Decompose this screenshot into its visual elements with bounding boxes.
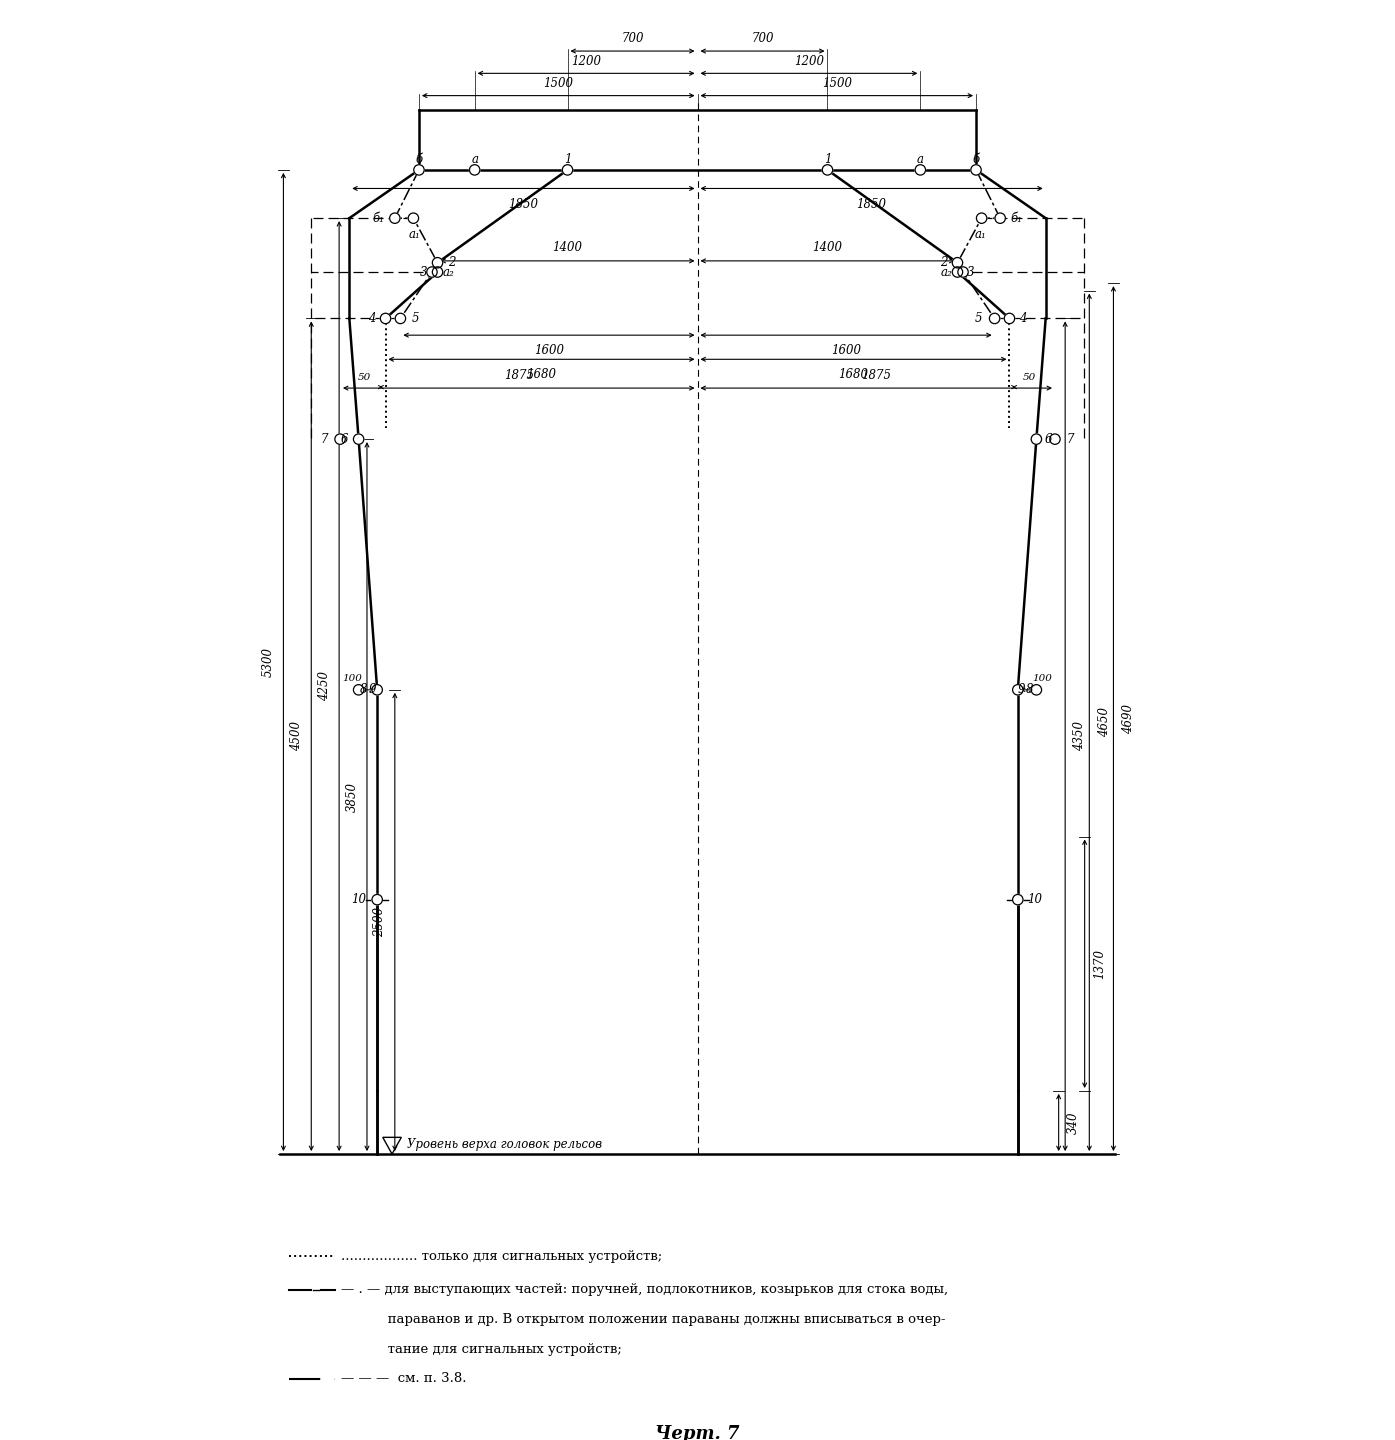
Circle shape (995, 213, 1006, 223)
Text: Черт. 7: Черт. 7 (656, 1426, 739, 1440)
Text: 1370: 1370 (1094, 949, 1106, 979)
Text: 1: 1 (823, 153, 831, 166)
Circle shape (562, 164, 573, 176)
Circle shape (953, 266, 963, 278)
Circle shape (389, 213, 400, 223)
Text: 1680: 1680 (838, 367, 869, 380)
Text: а₂: а₂ (442, 265, 453, 278)
Circle shape (409, 213, 418, 223)
Circle shape (414, 164, 424, 176)
Text: 1680: 1680 (526, 367, 557, 380)
Text: 6: 6 (1045, 432, 1052, 445)
Text: 700: 700 (621, 33, 643, 46)
Circle shape (1050, 433, 1060, 445)
Text: 1875: 1875 (861, 369, 891, 382)
Text: а: а (917, 153, 923, 166)
Text: 1600: 1600 (831, 344, 861, 357)
Circle shape (335, 433, 345, 445)
Text: 10: 10 (1027, 893, 1042, 906)
Circle shape (427, 266, 437, 278)
Text: — — —  см. п. 3.8.: — — — см. п. 3.8. (340, 1372, 466, 1385)
Circle shape (381, 314, 391, 324)
Text: б₁: б₁ (1010, 212, 1023, 225)
Text: 5: 5 (975, 312, 982, 325)
Circle shape (353, 433, 364, 445)
Text: параванов и др. В открытом положении параваны должны вписываться в очер-: параванов и др. В открытом положении пар… (340, 1313, 946, 1326)
Text: 1200: 1200 (794, 55, 824, 68)
Text: б: б (972, 153, 979, 166)
Text: б: б (416, 153, 423, 166)
Text: 1500: 1500 (822, 78, 852, 91)
Text: 4350: 4350 (1074, 721, 1087, 752)
Circle shape (971, 164, 981, 176)
Text: а₂: а₂ (940, 265, 951, 278)
Text: 1850: 1850 (857, 197, 887, 210)
Text: 4690: 4690 (1122, 704, 1134, 733)
Text: 3850: 3850 (346, 782, 359, 812)
Text: 100: 100 (342, 674, 363, 683)
Circle shape (1031, 684, 1042, 696)
Circle shape (976, 213, 986, 223)
Text: 1875: 1875 (504, 369, 534, 382)
Text: 2: 2 (940, 256, 947, 269)
Circle shape (353, 684, 364, 696)
Text: 1400: 1400 (552, 242, 583, 255)
Text: тание для сигнальных устройств;: тание для сигнальных устройств; (340, 1342, 622, 1355)
Circle shape (372, 894, 382, 904)
Text: 8: 8 (360, 684, 367, 697)
Text: 2500: 2500 (374, 907, 386, 937)
Text: б₁: б₁ (372, 212, 385, 225)
Text: 7: 7 (321, 432, 328, 445)
Circle shape (432, 258, 442, 268)
Circle shape (1031, 433, 1042, 445)
Text: 9: 9 (368, 684, 377, 697)
Text: 1200: 1200 (571, 55, 601, 68)
Circle shape (953, 258, 963, 268)
Circle shape (432, 266, 442, 278)
Text: 1600: 1600 (534, 344, 564, 357)
Circle shape (1004, 314, 1014, 324)
Text: 9: 9 (1018, 684, 1025, 697)
Circle shape (372, 684, 382, 696)
Text: .................. только для сигнальных устройств;: .................. только для сигнальных… (340, 1250, 663, 1263)
Text: 50: 50 (1023, 373, 1035, 382)
Text: Уровень верха головок рельсов: Уровень верха головок рельсов (407, 1138, 603, 1151)
Circle shape (470, 164, 480, 176)
Text: 4: 4 (1018, 312, 1027, 325)
Text: — . — для выступающих частей: поручней, подлокотников, козырьков для стока воды,: — . — для выступающих частей: поручней, … (340, 1283, 949, 1296)
Text: а₁: а₁ (975, 229, 986, 242)
Text: 4500: 4500 (290, 721, 303, 752)
Text: 4: 4 (368, 312, 375, 325)
Text: 5300: 5300 (262, 647, 275, 677)
Text: 8: 8 (1027, 684, 1034, 697)
Text: 3: 3 (420, 265, 427, 278)
Circle shape (1013, 894, 1023, 904)
Text: 10: 10 (352, 893, 365, 906)
Circle shape (915, 164, 925, 176)
Text: 100: 100 (1032, 674, 1053, 683)
Circle shape (822, 164, 833, 176)
Text: а: а (472, 153, 478, 166)
Text: 2: 2 (448, 256, 455, 269)
Text: 6: 6 (340, 432, 349, 445)
Text: а₁: а₁ (409, 229, 420, 242)
Text: 7: 7 (1066, 432, 1074, 445)
Text: 5: 5 (412, 312, 418, 325)
Circle shape (989, 314, 1000, 324)
Text: 1: 1 (564, 153, 572, 166)
Text: 1400: 1400 (812, 242, 843, 255)
Circle shape (1013, 684, 1023, 696)
Text: 4250: 4250 (318, 671, 331, 701)
Text: 340: 340 (1067, 1112, 1080, 1133)
Circle shape (395, 314, 406, 324)
Text: 50: 50 (357, 373, 371, 382)
Text: 1850: 1850 (508, 197, 538, 210)
Text: 3: 3 (967, 265, 974, 278)
Text: 1500: 1500 (543, 78, 573, 91)
Text: 4650: 4650 (1098, 707, 1110, 737)
Circle shape (958, 266, 968, 278)
Text: 700: 700 (752, 33, 774, 46)
